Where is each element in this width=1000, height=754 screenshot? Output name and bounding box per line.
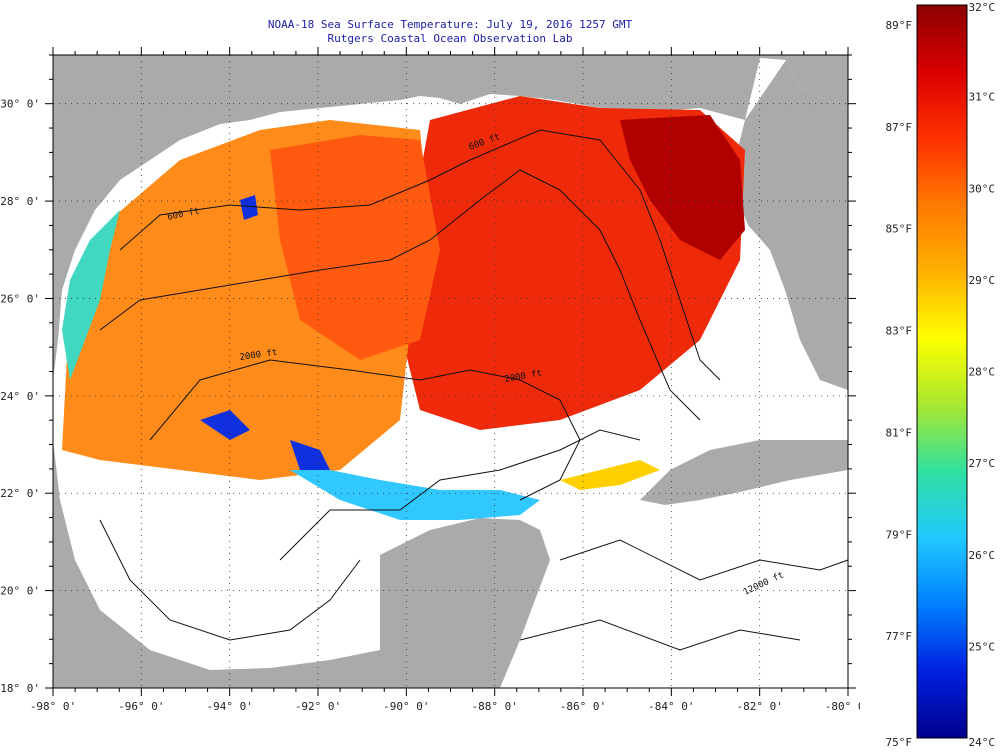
lat-tick-label: 22° 0': [0, 487, 40, 500]
celsius-label: 31°C: [969, 91, 996, 104]
lon-tick-label: -80° 0': [825, 700, 860, 713]
lon-tick-label: -88° 0': [471, 700, 517, 713]
celsius-label: 25°C: [969, 640, 996, 653]
sst-yellow-edge: [560, 460, 660, 490]
lon-tick-label: -86° 0': [560, 700, 606, 713]
celsius-label: 26°C: [969, 549, 996, 562]
bathymetry-contour-caribbean: [519, 539, 849, 651]
lon-tick-label: -96° 0': [118, 700, 164, 713]
lon-tick-label: -82° 0': [736, 700, 782, 713]
lat-tick-label: 28° 0': [0, 195, 40, 208]
lat-tick-label: 24° 0': [0, 390, 40, 403]
bathymetry-contour-south: [279, 429, 641, 561]
lon-tick-label: -98° 0': [30, 700, 76, 713]
celsius-label: 24°C: [969, 736, 996, 749]
map-subtitle: Rutgers Coastal Ocean Observation Lab: [327, 32, 573, 45]
sst-cool-campeche: [290, 470, 540, 520]
bathymetry-contour-12000ft: [149, 359, 581, 501]
celsius-label: 29°C: [969, 274, 996, 287]
sst-hot-core: [620, 115, 745, 260]
land-yucatan: [380, 518, 550, 688]
latitude-tick-labels: 18° 0' 20° 0' 22° 0' 24° 0' 26° 0' 28° 0' 30° …: [0, 98, 40, 695]
fahrenheit-labels: 89°F 87°F 85°F 83°F 81°F 79°F 77°F 75°F: [886, 19, 913, 749]
colorbar-gradient: [916, 4, 968, 739]
fahrenheit-label: 85°F: [886, 223, 913, 236]
bathymetry-contour-mexico: [99, 519, 361, 641]
sst-map: -98° 0' -96° 0' -94° 0' -92° 0' -90° 0' -88° …: [0, 47, 860, 713]
land-cuba: [640, 440, 848, 505]
land-florida: [730, 60, 848, 390]
bathymetry-contour-2000ft: [99, 169, 701, 421]
land-mexico-mainland: [53, 440, 380, 688]
temperature-colorbar: 89°F 87°F 85°F 83°F 81°F 79°F 77°F 75°F 32°C 31°…: [886, 1, 996, 749]
land-us-gulf-coast: [53, 55, 848, 380]
lat-tick-label: 26° 0': [0, 292, 40, 305]
bathymetry-contour-600ft: [119, 129, 721, 381]
graticule-grid: [53, 55, 848, 688]
fahrenheit-label: 87°F: [886, 121, 913, 134]
sst-cool-coast: [62, 210, 120, 380]
fahrenheit-label: 83°F: [886, 325, 913, 338]
lat-tick-label: 30° 0': [0, 98, 40, 111]
fahrenheit-label: 79°F: [886, 528, 913, 541]
sst-mid-warm: [270, 135, 440, 360]
celsius-label: 32°C: [969, 1, 996, 14]
lat-tick-label: 18° 0': [0, 682, 40, 695]
lon-tick-label: -92° 0': [295, 700, 341, 713]
map-title: NOAA-18 Sea Surface Temperature: July 19…: [267, 18, 633, 31]
lat-tick-label: 20° 0': [0, 585, 40, 598]
fahrenheit-label: 81°F: [886, 426, 913, 439]
lon-tick-label: -84° 0': [648, 700, 694, 713]
lon-tick-label: -94° 0': [206, 700, 252, 713]
celsius-labels: 32°C 31°C 30°C 29°C 28°C 27°C 26°C 25°C 24°C: [969, 1, 996, 749]
lon-tick-label: -90° 0': [383, 700, 429, 713]
axis-ticks: [45, 47, 856, 696]
fahrenheit-label: 77°F: [886, 630, 913, 643]
celsius-label: 30°C: [969, 182, 996, 195]
fahrenheit-label: 89°F: [886, 19, 913, 32]
celsius-label: 28°C: [969, 366, 996, 379]
fahrenheit-label: 75°F: [886, 736, 913, 749]
celsius-label: 27°C: [969, 457, 996, 470]
longitude-tick-labels: -98° 0' -96° 0' -94° 0' -92° 0' -90° 0' -88° …: [30, 700, 860, 713]
